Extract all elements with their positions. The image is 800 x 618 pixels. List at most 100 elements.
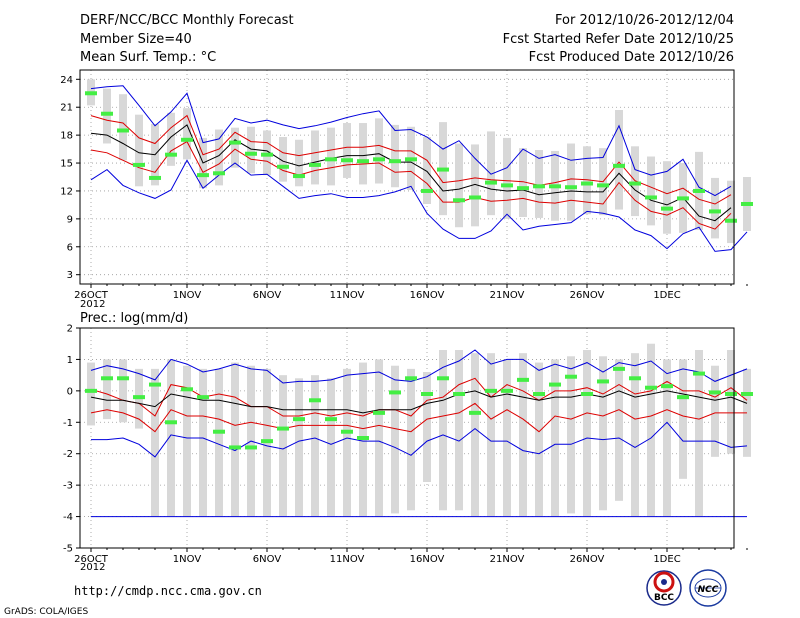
temp-obs-marker (357, 159, 369, 164)
precipitation-year-label: 2012 (80, 562, 105, 573)
temp-obs-marker (709, 209, 721, 214)
prec-spread-bar (551, 359, 559, 517)
temp-spread-bar (647, 156, 655, 226)
prec-spread-bar (487, 353, 495, 517)
prec-spread-bar (599, 356, 607, 511)
temp-obs-marker (309, 162, 321, 167)
bcc-logo: BCC (646, 570, 682, 606)
prec-obs-marker (293, 417, 305, 422)
prec-spread-bar (663, 359, 671, 517)
prec-obs-marker (165, 420, 177, 425)
temp-x-tick-label: 21NOV (490, 290, 525, 301)
temp-obs-marker (613, 163, 625, 168)
temp-spread-bar (711, 177, 719, 239)
bcc-logo-text: BCC (654, 593, 674, 603)
precipitation-bars (87, 343, 751, 517)
prec-spread-max-line (90, 349, 748, 384)
chart-title: DERF/NCC/BCC Monthly Forecast (80, 13, 294, 28)
temp-y-tick-label: 24 (60, 75, 73, 86)
temperature-y-axis: 3 6 9 12 15 18 21 24 (60, 75, 80, 281)
prec-obs-marker (501, 388, 513, 393)
temp-obs-marker (469, 195, 481, 200)
prec-x-tick-label: 1NOV (173, 554, 202, 565)
temp-spread-bar (279, 136, 287, 182)
temp-obs-marker (245, 151, 257, 156)
prec-spread-bar (87, 362, 95, 426)
temperature-frame (79, 69, 735, 285)
temp-spread-bar (423, 136, 431, 204)
temp-spread-bar (311, 130, 319, 185)
temp-x-tick-label: 26NOV (570, 290, 605, 301)
temp-x-tick-label: 11NOV (330, 290, 365, 301)
temp-spread-min-line (90, 159, 748, 252)
prec-x-tick-label: 21NOV (490, 554, 525, 565)
temp-obs-marker (485, 180, 497, 185)
temp-y-tick-label: 9 (67, 214, 73, 225)
temp-obs-marker (133, 162, 145, 167)
source-url[interactable]: http://cmdp.ncc.cma.gov.cn (74, 584, 262, 598)
prec-spread-bar (471, 353, 479, 517)
temp-obs-marker (277, 164, 289, 169)
temp-obs-marker (581, 181, 593, 186)
prec-obs-marker (741, 392, 753, 396)
temp-obs-marker (229, 140, 241, 145)
prec-obs-marker (453, 392, 465, 396)
temp-x-tick-label: 1NOV (173, 290, 202, 301)
prec-obs-marker (677, 395, 689, 400)
prec-obs-marker (229, 445, 241, 450)
temp-spread-bar (471, 144, 479, 227)
temp-spread-bar (455, 143, 463, 228)
temp-obs-marker (549, 184, 561, 189)
temp-spread-bar (503, 137, 511, 219)
temp-obs-marker (197, 173, 209, 178)
variable-label: Mean Surf. Temp.: °C (80, 50, 216, 65)
temp-spread-bar (183, 108, 191, 160)
prec-lower-inner-line (90, 402, 747, 433)
prec-obs-marker (613, 366, 625, 371)
temp-obs-marker (373, 157, 385, 162)
prec-obs-marker (565, 374, 577, 379)
temp-x-tick-label: 26OCT (74, 290, 109, 301)
prec-obs-marker (373, 410, 385, 415)
temp-spread-bar (375, 118, 383, 184)
prec-y-tick-label: -5 (63, 544, 73, 555)
bcc-logo-swirl (653, 571, 675, 593)
temp-spread-bar (215, 129, 223, 186)
forecast-start-date: Fcst Started Refer Date 2012/10/25 (503, 32, 734, 47)
prec-spread-bar (583, 350, 591, 517)
temp-obs-marker (325, 157, 337, 162)
prec-obs-marker (661, 384, 673, 389)
prec-x-tick-label: 16NOV (410, 554, 445, 565)
prec-obs-marker (261, 439, 273, 444)
prec-spread-min-line (91, 421, 748, 458)
prec-obs-marker (469, 410, 481, 415)
prec-spread-bar (615, 359, 623, 501)
prec-obs-marker (357, 436, 369, 440)
prec-y-tick-label: 1 (67, 355, 73, 366)
temp-spread-bar (247, 126, 255, 174)
precip-variable-label: Prec.: log(mm/d) (80, 311, 188, 326)
prec-obs-marker (549, 382, 561, 387)
temperature-lines (90, 85, 748, 252)
temp-spread-bar (391, 124, 399, 188)
temp-obs-marker (597, 183, 609, 188)
prec-spread-bar (343, 368, 351, 517)
temp-spread-bar (103, 88, 111, 144)
temp-obs-marker (437, 167, 449, 172)
temp-obs-marker (85, 91, 97, 96)
temp-obs-marker (453, 198, 465, 203)
prec-obs-marker (341, 429, 353, 434)
temp-lower-inner-line (90, 140, 732, 230)
forecast-period: For 2012/10/26-2012/12/04 (555, 13, 734, 28)
prec-obs-marker (645, 385, 657, 390)
temp-obs-marker (117, 128, 129, 133)
prec-x-tick-label: 26OCT (74, 554, 109, 565)
prec-x-tick-label: 1DEC (653, 554, 680, 565)
precipitation-y-axis: -5 -4 -3 -2 -1 0 1 2 (63, 324, 80, 555)
temp-obs-marker (741, 201, 753, 206)
prec-obs-marker (533, 392, 545, 396)
prec-spread-bar (631, 353, 639, 517)
prec-obs-marker (725, 392, 737, 396)
temp-spread-bar (167, 112, 175, 166)
